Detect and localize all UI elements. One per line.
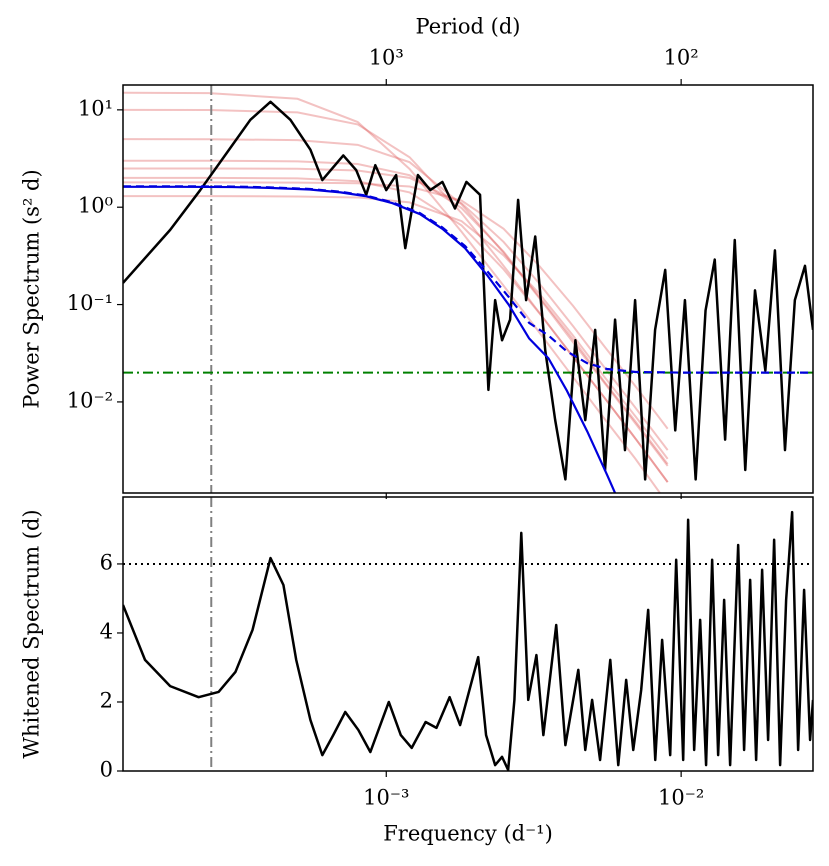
- axes-frame: [122, 84, 814, 494]
- y-tick-label: 0: [100, 758, 113, 782]
- y-tick-label: 10⁻²: [67, 388, 113, 412]
- sample-curve: [123, 167, 669, 451]
- y-axis-label: Power Spectrum (s² d): [20, 169, 44, 408]
- sample-curve: [123, 91, 662, 493]
- y-tick-label: 10⁰: [78, 194, 113, 218]
- sample-curve: [123, 176, 669, 483]
- x-tick-label: 10⁻³: [363, 786, 409, 810]
- axes-frame: [122, 496, 814, 772]
- sample-curve: [123, 108, 669, 483]
- x2-axis-label: Period (d): [416, 15, 521, 39]
- y-tick-label: 10¹: [78, 96, 113, 120]
- line-series: [123, 100, 813, 481]
- plot-area: [123, 497, 813, 771]
- y-tick-label: 6: [100, 550, 113, 574]
- line-series: [123, 185, 617, 493]
- y-axis-label: Whitened Spectrum (d): [20, 509, 44, 758]
- y-tick-label: 4: [100, 619, 113, 643]
- y-tick-label: 2: [100, 688, 113, 712]
- plot-area: [123, 85, 813, 493]
- x2-tick-label: 10²: [664, 46, 699, 70]
- line-series: [123, 510, 813, 771]
- x-axis-label: Frequency (d⁻¹): [383, 822, 553, 846]
- y-tick-label: 10⁻¹: [67, 291, 113, 315]
- x2-tick-label: 10³: [369, 46, 404, 70]
- sample-curve: [123, 181, 669, 430]
- x-tick-label: 10⁻²: [658, 786, 704, 810]
- line-series: [123, 185, 813, 374]
